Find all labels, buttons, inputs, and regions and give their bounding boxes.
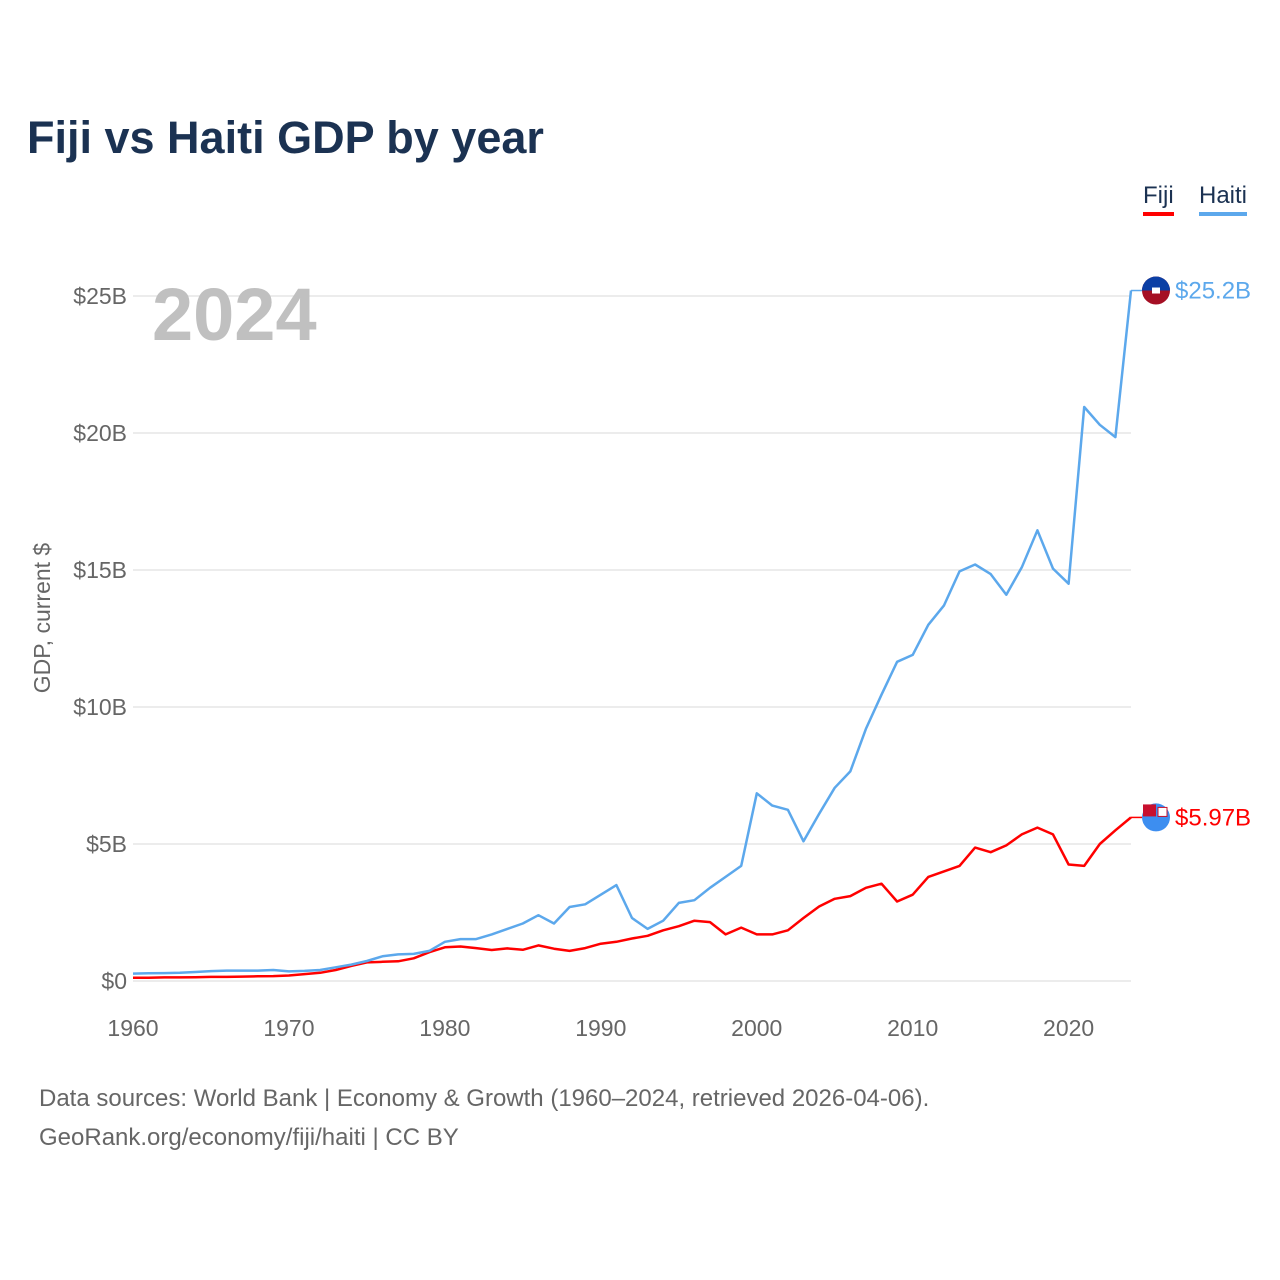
footer-link[interactable]: GeoRank.org/economy/fiji/haiti | CC BY xyxy=(39,1124,459,1151)
legend-item-fiji[interactable]: Fiji xyxy=(1143,182,1174,216)
series-line-fiji[interactable] xyxy=(133,816,1132,979)
footer-sources: Data sources: World Bank | Economy & Gro… xyxy=(39,1085,930,1112)
chart-title: Fiji vs Haiti GDP by year xyxy=(27,112,544,163)
y-tick-label: $15B xyxy=(73,557,127,583)
end-value-label-fiji: $5.97B xyxy=(1175,804,1251,831)
x-tick-label: 1970 xyxy=(263,1015,314,1041)
legend-item-haiti[interactable]: Haiti xyxy=(1199,182,1248,216)
x-tick-label: 1980 xyxy=(419,1015,470,1041)
x-tick-label: 2020 xyxy=(1043,1015,1094,1041)
year-label: 2024 xyxy=(152,273,317,356)
flag-icon-fiji xyxy=(1142,803,1170,832)
x-tick-label: 1960 xyxy=(107,1015,158,1041)
y-axis-label: GDP, current $ xyxy=(29,543,55,694)
x-tick-label: 2000 xyxy=(731,1015,782,1041)
y-tick-label: $0 xyxy=(101,968,127,994)
x-tick-label: 1990 xyxy=(575,1015,626,1041)
y-tick-label: $10B xyxy=(73,694,127,720)
y-tick-label: $5B xyxy=(86,831,127,857)
y-tick-label: $25B xyxy=(73,283,127,309)
end-value-label-haiti: $25.2B xyxy=(1175,278,1251,305)
series-line-haiti[interactable] xyxy=(132,290,1133,975)
y-tick-label: $20B xyxy=(73,420,127,446)
flag-icon-haiti xyxy=(1142,276,1170,305)
x-tick-label: 2010 xyxy=(887,1015,938,1041)
